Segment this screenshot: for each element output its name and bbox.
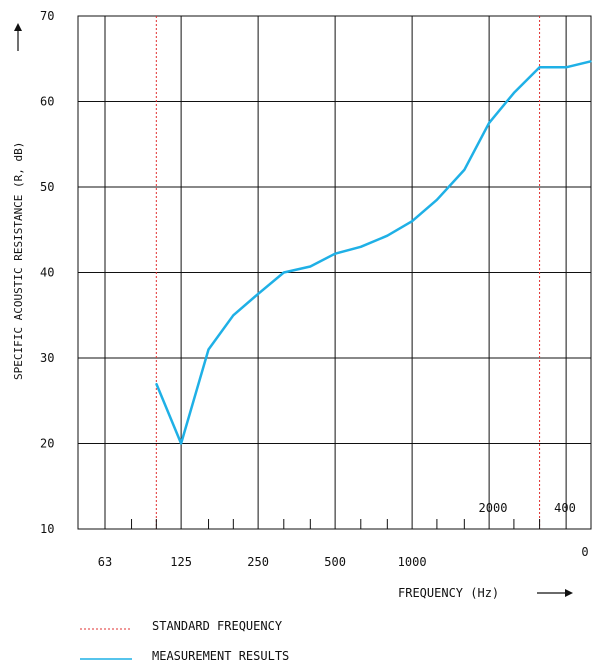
- data-point: [155, 382, 158, 385]
- y-tick-label: 10: [40, 522, 54, 536]
- x-tick-label-inside: 2000: [479, 501, 508, 515]
- data-point: [334, 252, 336, 255]
- x-tick-label: 500: [324, 555, 346, 569]
- x-tick-label: 63: [98, 555, 112, 569]
- legend-standard-label: STANDARD FREQUENCY: [152, 619, 283, 633]
- grid: [77, 15, 592, 530]
- x-tick-label: 250: [247, 555, 269, 569]
- y-tick-label: 30: [40, 351, 54, 365]
- y-axis-label: SPECIFIC ACOUSTIC RESISTANCE (R, dB): [12, 142, 25, 380]
- data-point: [590, 60, 592, 63]
- y-tick-label: 60: [40, 95, 54, 109]
- data-point: [386, 234, 389, 237]
- data-point: [565, 66, 567, 69]
- data-point: [538, 66, 541, 69]
- x-tick-label-corner: 0: [581, 545, 588, 559]
- y-tick-label: 50: [40, 180, 54, 194]
- legend: STANDARD FREQUENCY MEASUREMENT RESULTS: [80, 619, 289, 663]
- y-axis-arrow-icon: [14, 23, 22, 31]
- measurement-line: [155, 60, 592, 445]
- data-point: [180, 442, 182, 445]
- data-point: [463, 169, 466, 171]
- standard-frequency-lines: [155, 16, 541, 529]
- axis-ticks: [131, 519, 541, 529]
- data-point: [436, 199, 438, 201]
- x-axis-label: FREQUENCY (Hz): [398, 586, 499, 600]
- data-point: [488, 122, 490, 124]
- measurement-series: [155, 60, 592, 445]
- data-point: [207, 348, 210, 351]
- y-axis-title: SPECIFIC ACOUSTIC RESISTANCE (R, dB): [12, 23, 25, 380]
- x-axis-arrow-icon: [565, 589, 573, 597]
- legend-measurement-label: MEASUREMENT RESULTS: [152, 649, 289, 663]
- x-tick-label-inside: 400: [554, 501, 576, 515]
- data-point: [359, 246, 362, 248]
- y-tick-label: 40: [40, 266, 54, 280]
- x-axis-title: FREQUENCY (Hz): [398, 586, 573, 600]
- x-tick-label: 125: [170, 555, 192, 569]
- data-point: [513, 92, 515, 94]
- data-point: [309, 265, 312, 268]
- y-tick-label: 20: [40, 437, 54, 451]
- x-tick-label: 1000: [398, 555, 427, 569]
- tick-labels: 10 20 30 40 50 60 70 63 125 250 500 1000 2000 400 0: [40, 9, 589, 569]
- data-point: [257, 293, 259, 295]
- data-point: [411, 220, 413, 222]
- y-tick-label: 70: [40, 9, 54, 23]
- data-point: [282, 271, 285, 274]
- data-point: [232, 314, 235, 317]
